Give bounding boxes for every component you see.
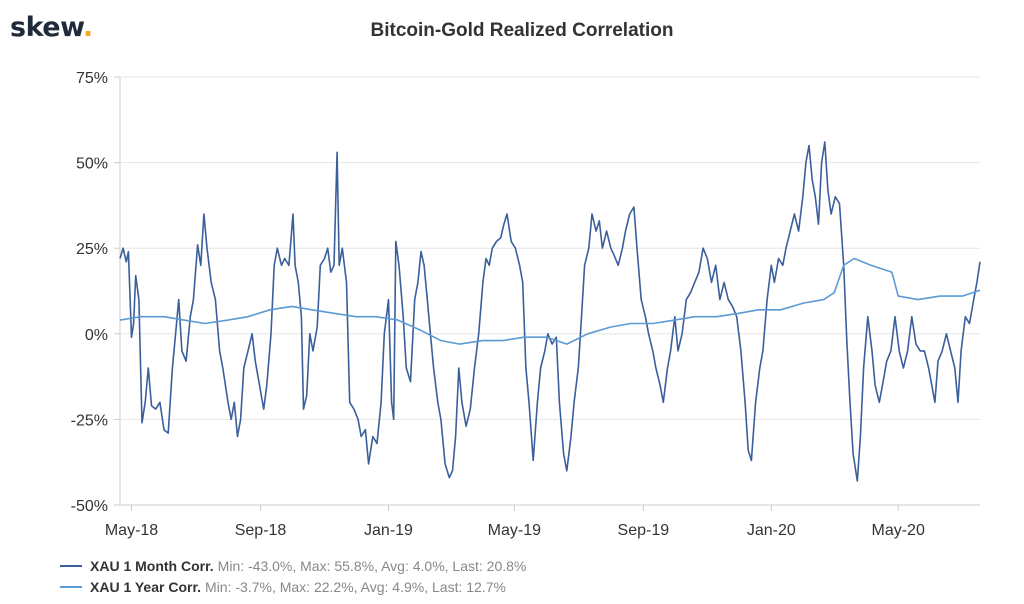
x-tick-label: Jan-19 <box>364 522 413 539</box>
legend-item-1year[interactable]: XAU 1 Year Corr. Min: -3.7%, Max: 22.2%,… <box>60 576 526 597</box>
chart-title: Bitcoin-Gold Realized Correlation <box>370 20 674 41</box>
legend-item-1month[interactable]: XAU 1 Month Corr. Min: -43.0%, Max: 55.8… <box>60 555 526 576</box>
x-axis-ticks: May-18 Sep-18 Jan-19 May-19 Sep-19 Jan-20 May-… <box>105 505 925 539</box>
y-tick-label: 75% <box>76 70 108 87</box>
legend-name-1year: XAU 1 Year Corr. <box>90 578 202 595</box>
gridlines <box>119 76 980 506</box>
y-tick-label: 25% <box>76 241 108 258</box>
x-tick-label: Jan-20 <box>747 522 796 539</box>
logo-dot: . <box>82 12 93 43</box>
legend: XAU 1 Month Corr. Min: -43.0%, Max: 55.8… <box>60 555 526 597</box>
series-line-1year <box>119 257 981 345</box>
legend-stats-1month: Min: -43.0%, Max: 55.8%, Avg: 4.0%, Last… <box>217 557 527 574</box>
x-tick-label: May-18 <box>105 522 158 539</box>
legend-stats-1year: Min: -3.7%, Max: 22.2%, Avg: 4.9%, Last:… <box>205 578 506 595</box>
legend-swatch-1month <box>60 564 82 567</box>
x-tick-label: May-19 <box>488 522 541 539</box>
legend-name-1month: XAU 1 Month Corr. <box>90 557 214 574</box>
x-tick-label: May-20 <box>872 522 925 539</box>
x-tick-label: Sep-18 <box>235 522 287 539</box>
logo-text: skew <box>10 12 83 43</box>
x-tick-label: Sep-19 <box>618 522 670 539</box>
y-tick-label: -50% <box>71 498 108 515</box>
series-lines <box>119 141 981 482</box>
y-tick-label: 50% <box>76 156 108 173</box>
series-line-1month <box>119 141 981 482</box>
skew-logo: skew. <box>10 12 93 43</box>
y-tick-label: 0% <box>85 327 108 344</box>
legend-swatch-1year <box>60 585 82 588</box>
y-axis-ticks: 75% 50% 25% 0% -25% -50% <box>71 70 120 515</box>
y-tick-label: -25% <box>71 412 108 429</box>
